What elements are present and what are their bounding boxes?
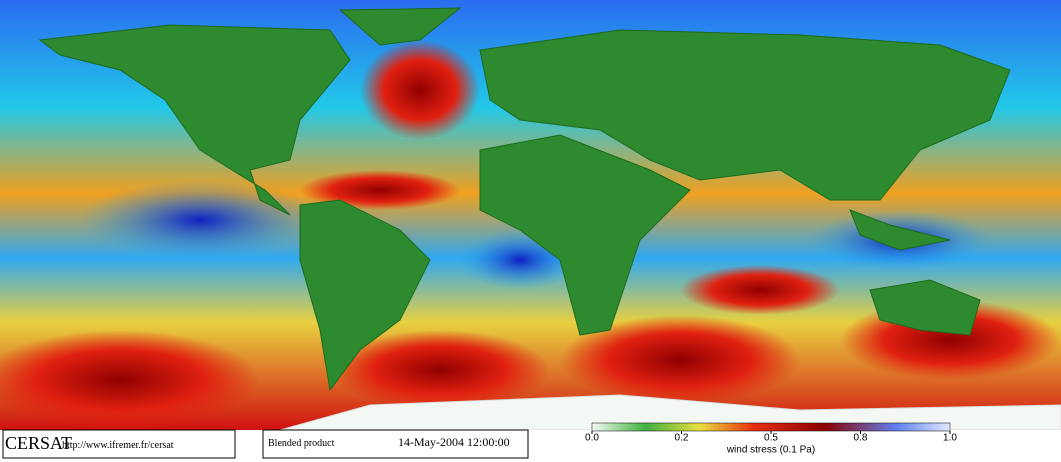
product-box — [262, 429, 529, 459]
logo: CERSAT — [5, 433, 72, 453]
timestamp: 14-May-2004 12:00:00 — [398, 435, 510, 449]
colorbar — [591, 422, 951, 432]
product: Blended product — [268, 438, 335, 449]
colorbar-tick-label: 1.0 — [943, 433, 957, 444]
colorbar-tick-label: 0.2 — [675, 433, 689, 444]
url: http://www.ifremer.fr/cersat — [62, 440, 174, 451]
colorbar-panel — [530, 430, 1061, 462]
colorbar-label: wind stress (0.1 Pa) — [726, 445, 815, 456]
colorbar-tick-label: 0.8 — [854, 433, 868, 444]
colorbar-tick-label: 0.0 — [585, 433, 599, 444]
logo-box — [2, 429, 236, 459]
footer: CERSAT http://www.ifremer.fr/cersat Blen… — [2, 422, 1061, 462]
land — [38, 7, 1061, 431]
colorbar-tick-label: 0.5 — [764, 433, 778, 444]
